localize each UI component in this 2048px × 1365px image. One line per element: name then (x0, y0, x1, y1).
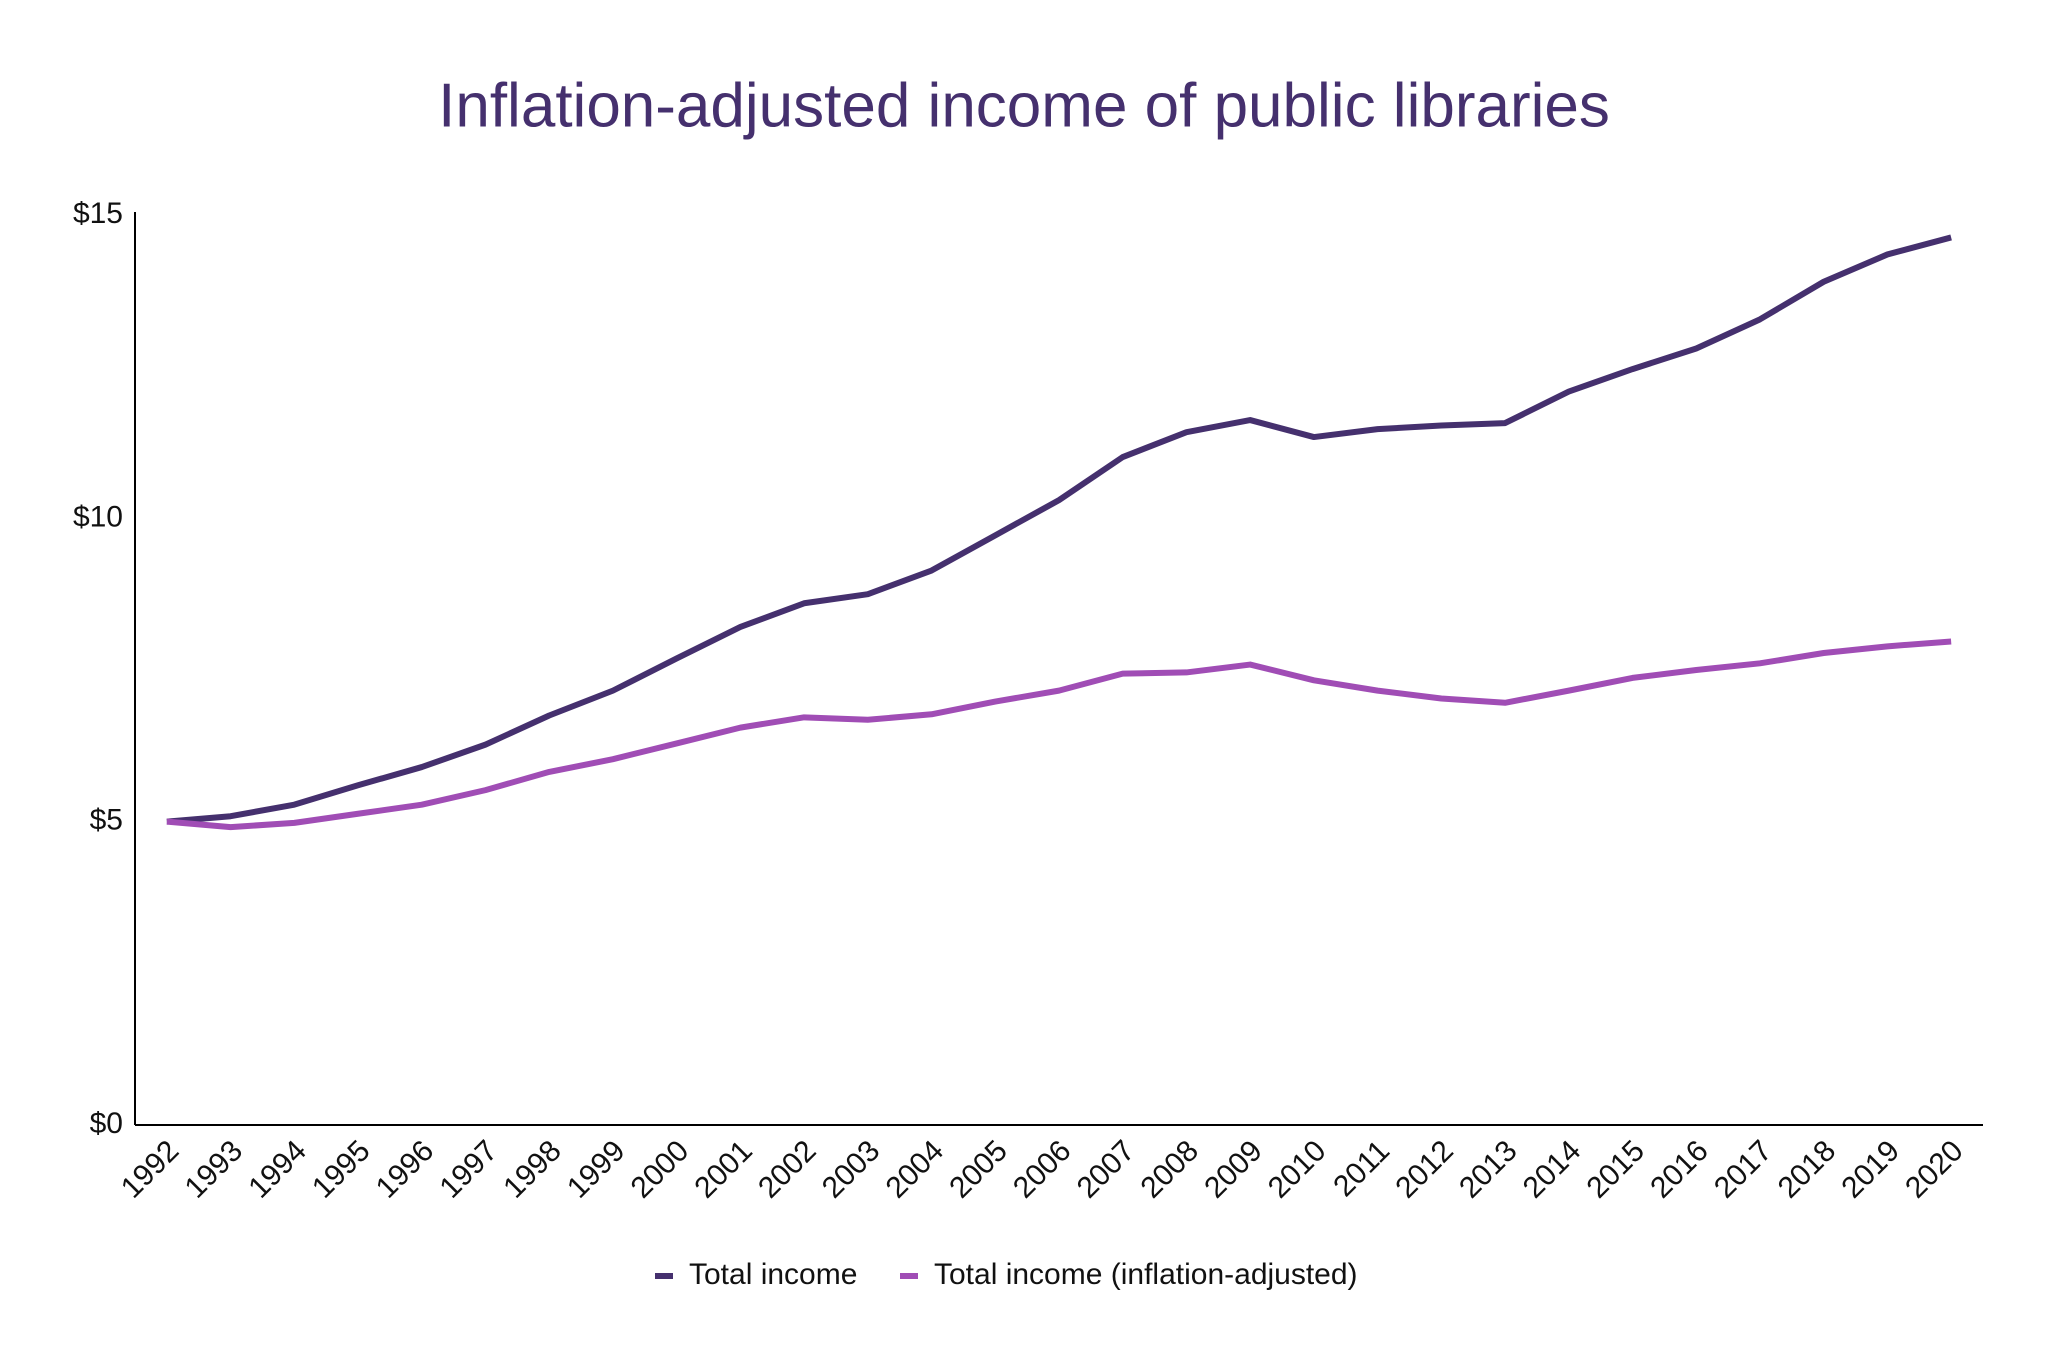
y-tick-label: $0 (90, 1107, 123, 1140)
x-tick-label: 2006 (1007, 1134, 1078, 1205)
y-tick-label: $15 (73, 197, 123, 230)
series-line (166, 234, 1952, 825)
x-tick-label: 2008 (1134, 1134, 1205, 1205)
x-tick-label: 1994 (242, 1134, 313, 1205)
x-tick-label: 2005 (943, 1134, 1014, 1205)
legend-label: Total income (inflation-adjusted) (934, 1258, 1358, 1291)
x-tick-label: 2019 (1835, 1134, 1906, 1205)
x-tick-label: 2011 (1327, 1134, 1396, 1203)
y-tick-label: $10 (73, 500, 123, 533)
x-tick-label: 2018 (1772, 1134, 1843, 1205)
x-tick-label: 2003 (816, 1134, 887, 1205)
x-tick-label: 1995 (306, 1134, 377, 1205)
x-tick-label: 1992 (115, 1134, 186, 1205)
x-tick-label: 2002 (752, 1134, 823, 1205)
x-tick-label: 2015 (1581, 1134, 1652, 1205)
legend-label: Total income (689, 1258, 857, 1291)
x-tick-label: 2016 (1644, 1134, 1715, 1205)
x-tick-label: 2010 (1262, 1134, 1333, 1205)
x-tick-label: 1996 (370, 1134, 441, 1205)
x-tick-label: 2004 (880, 1134, 951, 1205)
chart-title: Inflation-adjusted income of public libr… (438, 71, 1610, 140)
x-tick-label: 2013 (1453, 1134, 1524, 1205)
x-tick-label: 1999 (561, 1134, 632, 1205)
series-line (166, 638, 1952, 831)
x-tick-label: 2001 (688, 1134, 759, 1205)
y-tick-label: $5 (90, 804, 123, 837)
x-tick-label: 1997 (434, 1134, 505, 1205)
x-tick-label: 2012 (1389, 1134, 1460, 1205)
x-tick-label: 2014 (1517, 1134, 1588, 1205)
x-tick-label: 2007 (1071, 1134, 1142, 1205)
x-tick-label: 1998 (497, 1134, 568, 1205)
x-tick-label: 2017 (1708, 1134, 1779, 1205)
x-tick-label: 2009 (1198, 1134, 1269, 1205)
x-tick-label: 2020 (1899, 1134, 1970, 1205)
x-tick-label: 1993 (179, 1134, 250, 1205)
x-tick-label: 2000 (625, 1134, 696, 1205)
